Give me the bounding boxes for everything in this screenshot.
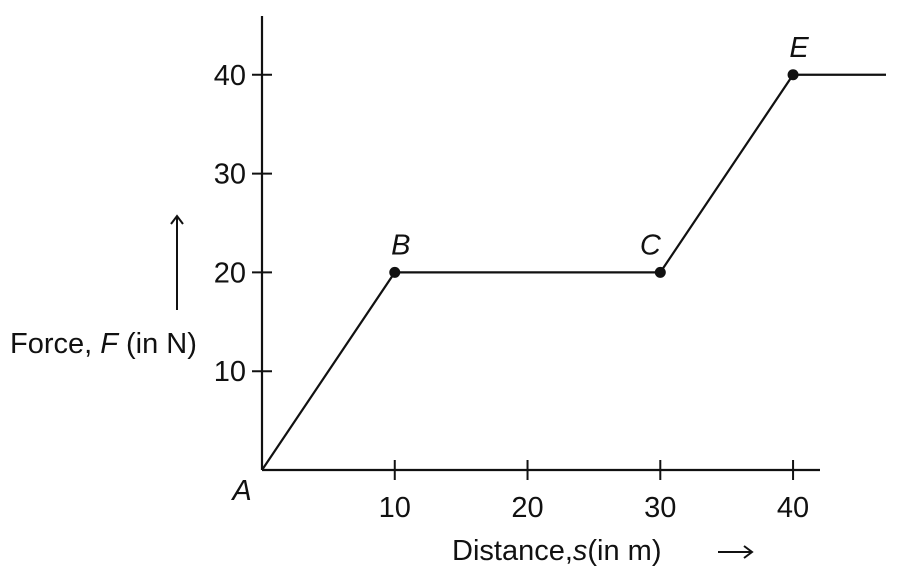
series: [261, 73, 886, 471]
axes: [260, 16, 820, 472]
x-axis-arrow: [718, 545, 754, 559]
point-label-C: C: [640, 229, 662, 261]
series-line-0: [261, 73, 886, 471]
y-tick-label-10: 10: [214, 356, 246, 388]
y-tick-label-20: 20: [214, 257, 246, 289]
origin-label: A: [230, 475, 251, 507]
x-tick-label-20: 20: [511, 492, 543, 524]
point-E: [787, 69, 799, 81]
x-axis-label: Distance,s(in m): [452, 535, 662, 567]
x-tick-label-10: 10: [379, 492, 411, 524]
y-tick-label-30: 30: [214, 159, 246, 191]
y-axis-label-var: F: [100, 328, 120, 360]
points: B C E: [389, 32, 809, 278]
y-axis-label: Force, F (in N): [10, 328, 197, 360]
y-axis-label-prefix: Force,: [10, 328, 100, 360]
x-axis-label-suffix: (in m): [587, 535, 661, 567]
point-label-B: B: [391, 229, 410, 261]
point-label-E: E: [789, 32, 809, 64]
ticks: 10 20 30 40 10 20 30 40: [214, 60, 809, 524]
y-axis-arrow: [170, 214, 184, 310]
y-tick-label-40: 40: [214, 60, 246, 92]
x-axis-label-var: s: [573, 535, 588, 567]
x-tick-label-30: 30: [644, 492, 676, 524]
y-axis-label-suffix: (in N): [118, 328, 197, 360]
x-axis-label-prefix: Distance,: [452, 535, 573, 567]
point-B: [389, 266, 401, 278]
x-tick-label-40: 40: [777, 492, 809, 524]
point-C: [654, 266, 666, 278]
